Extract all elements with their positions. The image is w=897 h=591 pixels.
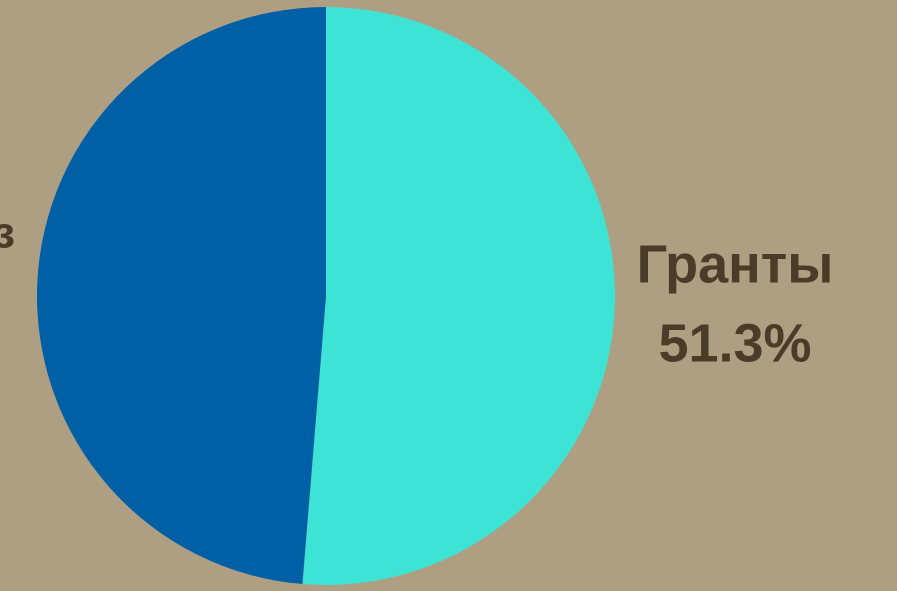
slice-label: Гранты (637, 234, 834, 294)
slice-value-label: 51.3% (658, 313, 811, 373)
pie-slice (36, 7, 326, 585)
partial-label: з (0, 209, 15, 258)
pie (36, 7, 615, 585)
pie-slice (302, 7, 615, 585)
